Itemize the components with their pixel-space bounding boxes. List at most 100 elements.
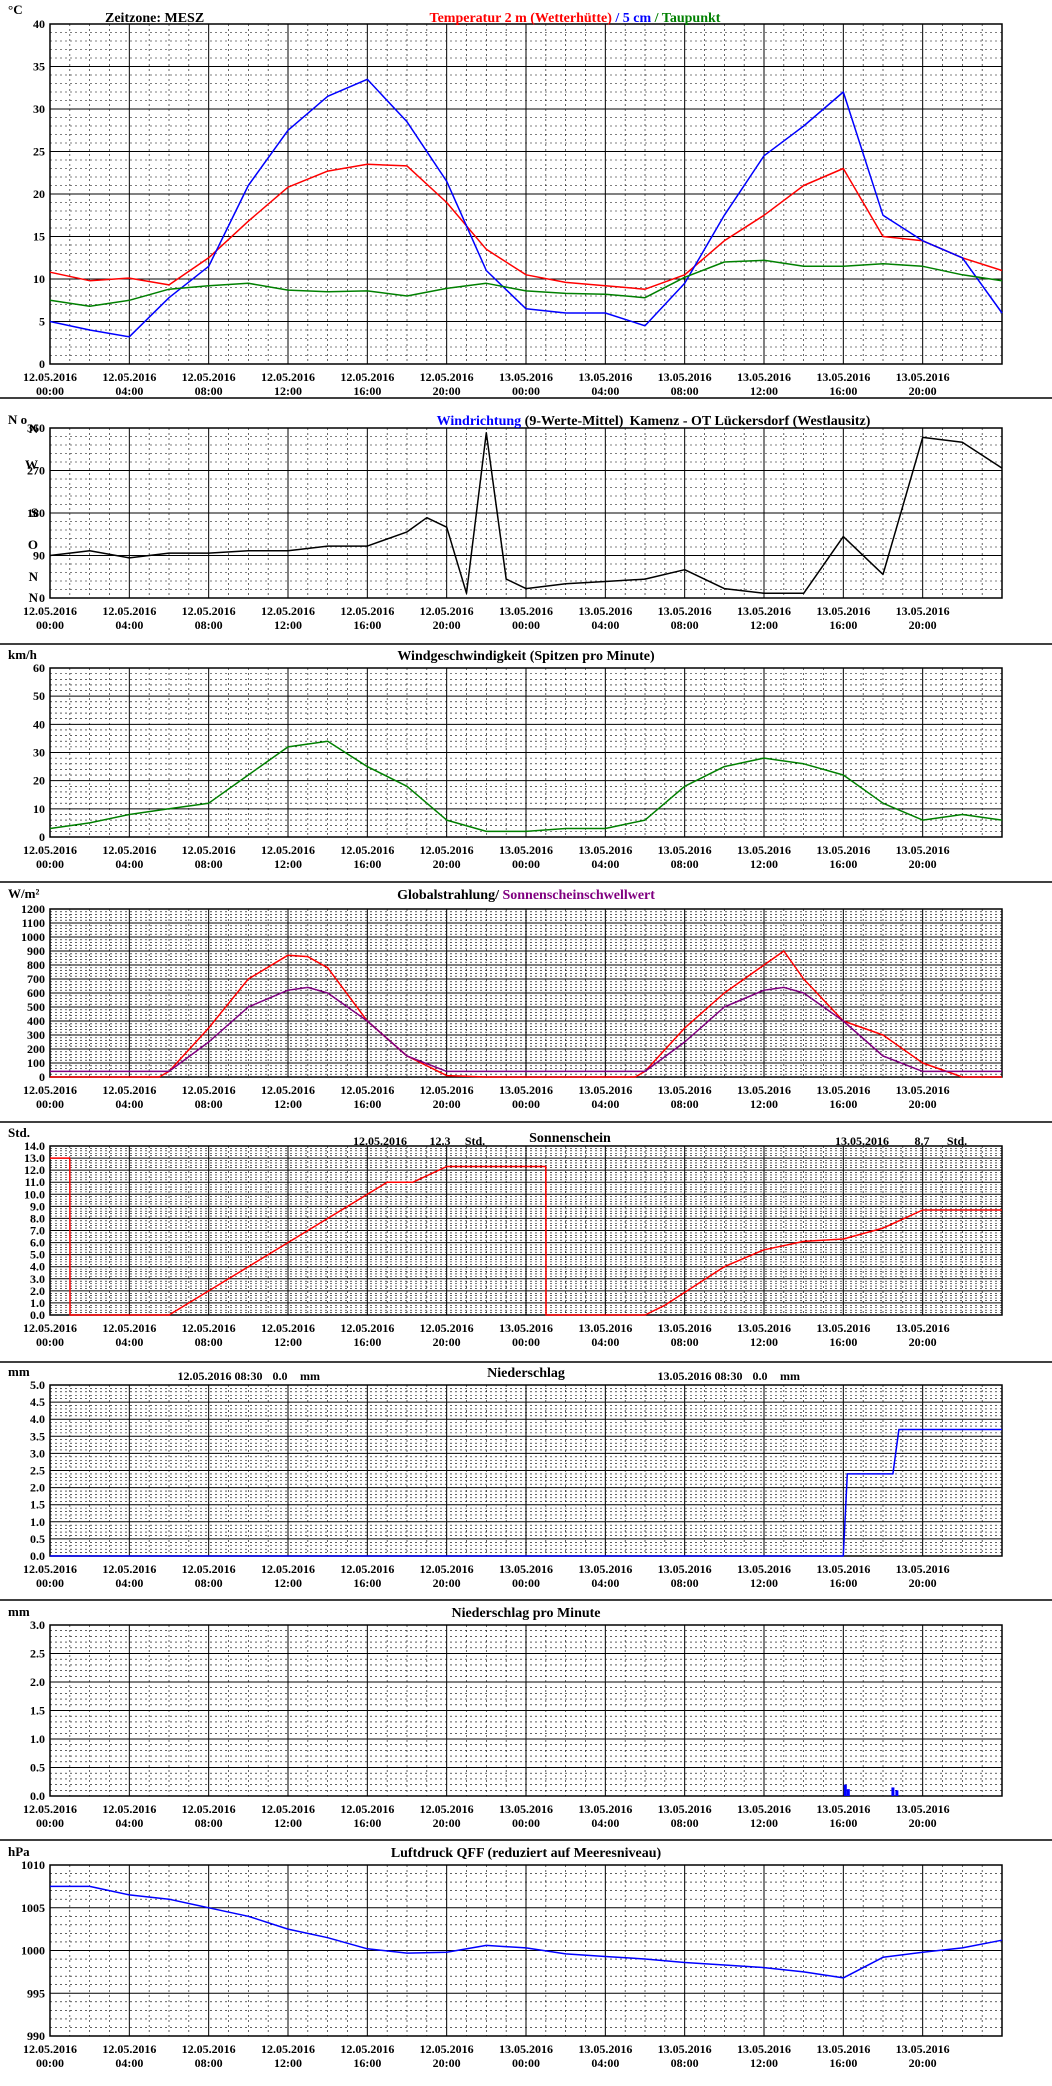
x-tick-time: 20:00 <box>909 1097 937 1111</box>
chart-title: Niederschlag <box>487 1366 565 1381</box>
y-tick-label: 1005 <box>21 1901 45 1915</box>
annotation-date: 13.05.2016 <box>835 1134 889 1148</box>
y-tick-label: 0.0 <box>30 1789 45 1803</box>
y-tick-label: 30 <box>33 102 45 116</box>
y-tick-label: 700 <box>27 972 45 986</box>
x-tick-time: 16:00 <box>353 857 381 871</box>
chart-sun: 0.01.02.03.04.05.06.07.08.09.010.011.012… <box>8 1125 1003 1349</box>
x-tick-date: 13.05.2016 <box>658 604 712 618</box>
chart-dir: 09018027036012.05.201600:0012.05.201604:… <box>8 412 1003 632</box>
plot-frame <box>49 1864 1003 2037</box>
x-tick-time: 04:00 <box>115 1097 143 1111</box>
x-tick-time: 16:00 <box>353 1097 381 1111</box>
annotation-unit: mm <box>780 1369 800 1383</box>
x-tick-time: 12:00 <box>750 1097 778 1111</box>
y-unit-label: mm <box>8 1604 30 1619</box>
series-line-dir-0 <box>49 431 1003 595</box>
x-tick-date: 13.05.2016 <box>658 1083 712 1097</box>
x-tick-time: 12:00 <box>274 1335 302 1349</box>
chart-title-part: Globalstrahlung/ <box>397 888 502 903</box>
x-tick-time: 20:00 <box>433 1816 461 1830</box>
x-tick-date: 13.05.2016 <box>896 2042 950 2056</box>
x-tick-time: 08:00 <box>195 1816 223 1830</box>
x-tick-time: 00:00 <box>512 1816 540 1830</box>
chart-title-part: Temperatur 2 m (Wetterhütte) <box>430 11 613 26</box>
annotation-value: 8.7 <box>915 1134 930 1148</box>
x-tick-time: 12:00 <box>750 618 778 632</box>
y-tick-label: 7.0 <box>30 1224 45 1238</box>
y-tick-label: 0.0 <box>30 1308 45 1322</box>
y-tick-label: 4.0 <box>30 1260 45 1274</box>
chart-precmin: 0.00.51.01.52.02.53.012.05.201600:0012.0… <box>8 1604 1003 1830</box>
x-tick-time: 00:00 <box>36 384 64 398</box>
x-tick-time: 20:00 <box>433 857 461 871</box>
annotation-value: 0.0 <box>753 1369 768 1383</box>
y-tick-label: 0.5 <box>30 1532 45 1546</box>
y-tick-label: 600 <box>27 986 45 1000</box>
x-tick-date: 12.05.2016 <box>102 370 156 384</box>
y-tick-label: 4.0 <box>30 1412 45 1426</box>
x-tick-date: 13.05.2016 <box>737 1321 791 1335</box>
y-tick-label: 13.0 <box>24 1151 45 1165</box>
chart-prec: 0.0 0.5 1.0 1.5 2.0 2.5 3.0 3.5 4.0 4.5 5.0 12.05.2… <box>8 1364 1003 1590</box>
x-tick-date: 13.05.2016 <box>658 1562 712 1576</box>
y-tick-label: 2.0 <box>30 1675 45 1689</box>
x-tick-time: 12:00 <box>274 1576 302 1590</box>
compass-letter: O <box>28 537 38 552</box>
x-tick-time: 00:00 <box>36 857 64 871</box>
x-tick-date: 13.05.2016 <box>499 604 553 618</box>
x-tick-date: 12.05.2016 <box>102 1321 156 1335</box>
y-unit-label: Std. <box>8 1125 30 1140</box>
x-tick-time: 12:00 <box>750 2056 778 2070</box>
y-tick-label: 0 <box>39 830 45 844</box>
y-tick-label: 1010 <box>21 1858 45 1872</box>
x-tick-date: 13.05.2016 <box>578 843 632 857</box>
y-tick-label: 995 <box>27 1986 45 2000</box>
x-tick-time: 04:00 <box>591 857 619 871</box>
series-line-sun-0 <box>50 1157 1002 1316</box>
x-tick-time: 12:00 <box>750 857 778 871</box>
annotation-value: 12.3 <box>430 1134 451 1148</box>
y-tick-label: 500 <box>27 1000 45 1014</box>
x-tick-time: 08:00 <box>671 857 699 871</box>
y-tick-label: 3.0 <box>30 1272 45 1286</box>
annotation-date: 12.05.2016 08:30 <box>178 1369 263 1383</box>
y-tick-label: 2.0 <box>30 1284 45 1298</box>
x-tick-time: 12:00 <box>750 384 778 398</box>
x-tick-date: 12.05.2016 <box>340 1562 394 1576</box>
series-line-temp-0 <box>49 163 1003 290</box>
plot-frame <box>49 667 1003 838</box>
x-tick-time: 12:00 <box>274 857 302 871</box>
plot-frame <box>49 1145 1003 1316</box>
x-tick-date: 13.05.2016 <box>737 1802 791 1816</box>
x-tick-date: 13.05.2016 <box>816 604 870 618</box>
annotation-unit: Std. <box>947 1134 967 1148</box>
x-tick-time: 20:00 <box>433 384 461 398</box>
y-tick-label: 3.0 <box>30 1446 45 1460</box>
chart-title-part: / <box>651 11 662 26</box>
x-tick-time: 04:00 <box>115 1576 143 1590</box>
x-tick-date: 12.05.2016 <box>182 1321 236 1335</box>
chart-title: Windgeschwindigkeit (Spitzen pro Minute) <box>397 649 655 664</box>
x-tick-date: 13.05.2016 <box>578 2042 632 2056</box>
annotation-unit: Std. <box>465 1134 485 1148</box>
y-tick-label: 5 <box>39 315 45 329</box>
y-unit-label: °C <box>8 2 23 17</box>
y-tick-label: 2.5 <box>30 1647 45 1661</box>
x-tick-date: 12.05.2016 <box>340 2042 394 2056</box>
compass-letter: W <box>25 457 38 472</box>
x-tick-time: 00:00 <box>36 1335 64 1349</box>
y-tick-label: 40 <box>33 17 45 31</box>
series-line-rad-1 <box>50 986 1002 1073</box>
y-tick-label: 90 <box>33 549 45 563</box>
x-tick-time: 04:00 <box>591 2056 619 2070</box>
x-tick-time: 16:00 <box>829 2056 857 2070</box>
compass-letter: S <box>31 505 38 520</box>
x-tick-date: 12.05.2016 <box>23 1562 77 1576</box>
x-tick-date: 13.05.2016 <box>737 604 791 618</box>
x-tick-time: 08:00 <box>671 1335 699 1349</box>
y-tick-label: 800 <box>27 958 45 972</box>
y-tick-label: 3.5 <box>30 1429 45 1443</box>
plot-frame <box>49 1624 1003 1797</box>
